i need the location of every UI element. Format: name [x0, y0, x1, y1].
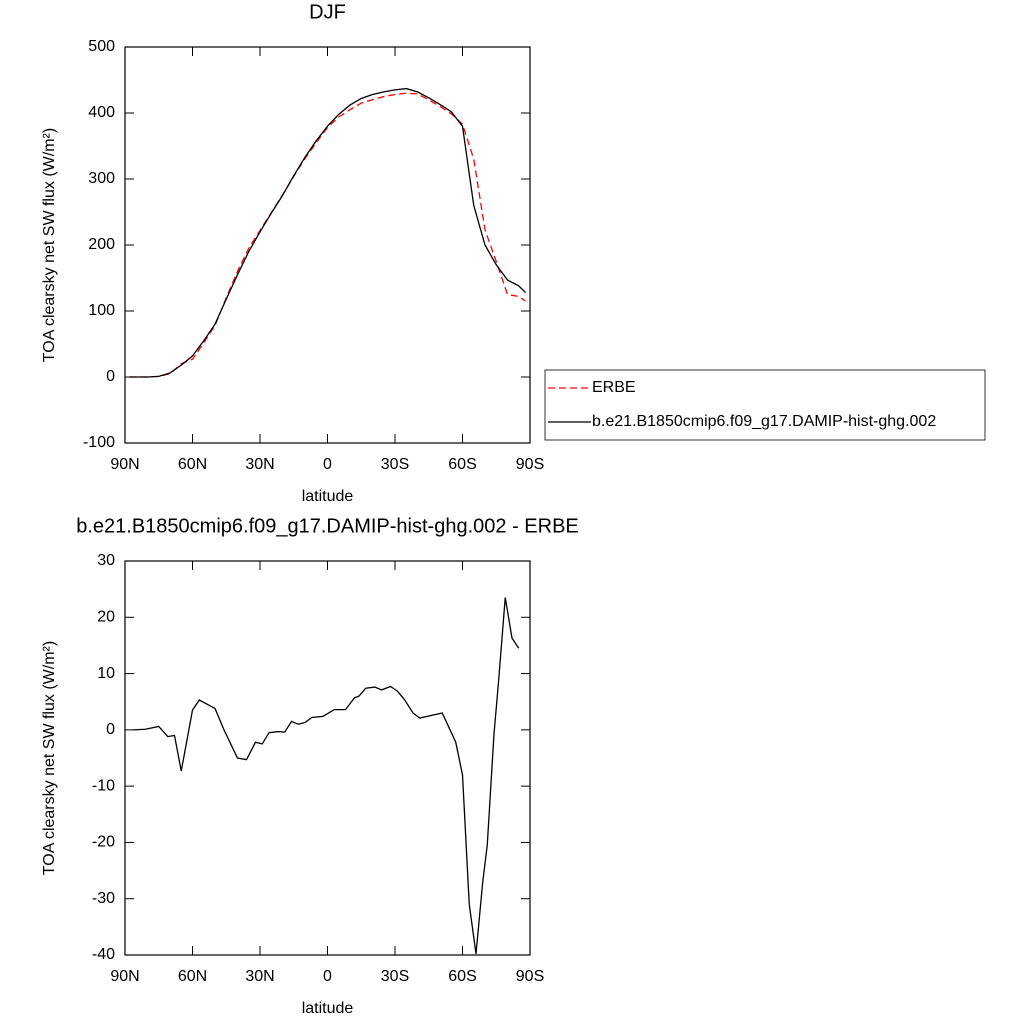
- y-tick-label: -10: [92, 777, 115, 794]
- y-tick-label: 20: [97, 609, 115, 626]
- y-tick-label: -100: [83, 434, 115, 451]
- legend-label: b.e21.B1850cmip6.f09_g17.DAMIP-hist-ghg.…: [592, 413, 936, 430]
- chart-title: b.e21.B1850cmip6.f09_g17.DAMIP-hist-ghg.…: [76, 515, 579, 537]
- x-tick-label: 60S: [448, 968, 476, 985]
- x-tick-label: 90N: [110, 968, 139, 985]
- x-axis-label: latitude: [302, 488, 354, 505]
- legend-label: ERBE: [592, 379, 636, 396]
- x-tick-label: 90S: [516, 456, 544, 473]
- y-tick-label: 0: [106, 368, 115, 385]
- x-tick-label: 30S: [381, 968, 409, 985]
- x-tick-label: 60N: [178, 456, 207, 473]
- x-tick-label: 60S: [448, 456, 476, 473]
- x-tick-label: 30N: [245, 968, 274, 985]
- x-axis-label: latitude: [302, 1000, 354, 1017]
- data-line: [129, 87, 526, 378]
- x-tick-label: 30N: [245, 456, 274, 473]
- x-tick-label: 0: [323, 968, 332, 985]
- y-tick-label: 10: [97, 665, 115, 682]
- chart-title: DJF: [309, 1, 346, 23]
- y-tick-label: 100: [88, 302, 115, 319]
- y-tick-label: 30: [97, 552, 115, 569]
- legend-box: [544, 369, 986, 441]
- x-tick-label: 90S: [516, 968, 544, 985]
- y-tick-label: -40: [92, 946, 115, 963]
- y-tick-label: 0: [106, 721, 115, 738]
- data-line: [129, 92, 526, 378]
- y-tick-label: 400: [88, 104, 115, 121]
- x-tick-label: 0: [323, 456, 332, 473]
- y-tick-label: 300: [88, 170, 115, 187]
- x-tick-label: 30S: [381, 456, 409, 473]
- y-axis-label: TOA clearsky net SW flux (W/m²): [41, 128, 58, 362]
- y-tick-label: 200: [88, 236, 115, 253]
- y-tick-label: 500: [88, 38, 115, 55]
- y-axis-label: TOA clearsky net SW flux (W/m²): [41, 641, 58, 875]
- plot-frame: [124, 46, 531, 444]
- x-tick-label: 60N: [178, 968, 207, 985]
- data-line: [133, 597, 520, 954]
- y-tick-label: -30: [92, 890, 115, 907]
- x-tick-label: 90N: [110, 456, 139, 473]
- y-tick-label: -20: [92, 834, 115, 851]
